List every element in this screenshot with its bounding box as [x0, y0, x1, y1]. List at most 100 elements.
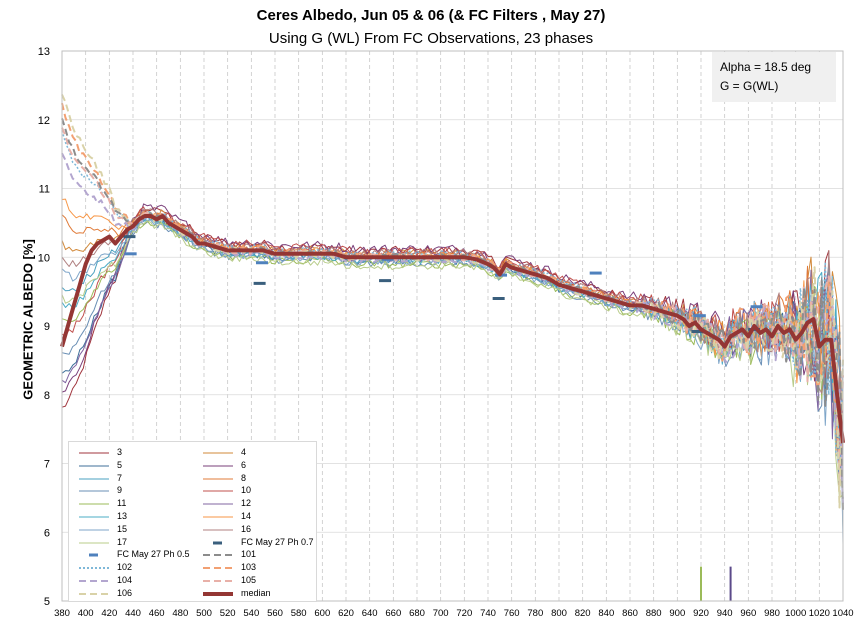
legend-swatch	[203, 503, 233, 505]
legend-swatch	[79, 490, 109, 492]
y-tick-label: 5	[44, 596, 50, 608]
legend-swatch	[79, 465, 109, 467]
fc-filter-mark	[123, 235, 136, 239]
x-tick-label: 560	[267, 608, 283, 619]
legend-label: 101	[241, 549, 257, 560]
x-tick-label: 680	[409, 608, 425, 619]
legend-swatch	[203, 529, 233, 531]
x-tick-label: 840	[598, 608, 614, 619]
x-tick-label: 700	[433, 608, 449, 619]
legend-swatch	[203, 516, 233, 518]
x-tick-label: 420	[101, 608, 117, 619]
x-tick-label: 540	[243, 608, 259, 619]
series-line-104	[61, 152, 844, 504]
x-tick-label: 1020	[809, 608, 830, 619]
x-tick-label: 860	[622, 608, 638, 619]
legend-swatch	[79, 452, 109, 454]
legend-swatch	[203, 465, 233, 467]
annotation-box: Alpha = 18.5 deg G = G(WL)	[712, 52, 836, 102]
y-tick-label: 8	[44, 390, 50, 402]
x-tick-label: 1040	[832, 608, 853, 619]
series-line-5	[61, 216, 844, 438]
legend-label: 5	[117, 459, 123, 470]
legend-swatch	[79, 478, 109, 480]
x-tick-label: 480	[172, 608, 188, 619]
legend-swatch	[89, 553, 98, 557]
legend-swatch	[213, 541, 222, 545]
legend-swatch	[79, 592, 109, 595]
x-tick-label: 440	[125, 608, 141, 619]
median-series-line	[60, 214, 845, 444]
legend-swatch	[203, 490, 233, 492]
x-tick-label: 400	[78, 608, 94, 619]
y-tick-label: 11	[39, 184, 50, 196]
legend-label: 4	[241, 447, 247, 457]
legend-label: FC May 27 Ph 0.7	[241, 536, 314, 547]
x-tick-label: 600	[314, 608, 330, 619]
y-tick-label: 13	[38, 46, 50, 58]
series-line-12	[61, 213, 844, 440]
legend-swatch	[203, 478, 233, 480]
legend-label: 14	[241, 511, 252, 521]
legend-label: 102	[117, 562, 133, 573]
x-tick-label: 580	[291, 608, 307, 619]
median-line	[60, 214, 845, 444]
legend-swatch	[79, 542, 109, 544]
x-tick-label: 880	[646, 608, 662, 619]
legend-swatch	[203, 567, 233, 570]
fc-filter-mark	[381, 257, 394, 261]
x-tick-label: 920	[693, 608, 709, 619]
y-tick-label: 9	[44, 321, 50, 333]
fc-filter-mark	[492, 297, 505, 300]
x-tick-label: 720	[456, 608, 472, 619]
legend-swatch	[79, 580, 109, 582]
legend-label: 10	[241, 485, 252, 496]
y-tick-label: 7	[44, 459, 50, 471]
legend-label: 13	[117, 511, 128, 521]
x-tick-label: 740	[480, 608, 496, 619]
series-line-105	[61, 127, 844, 487]
fc-filter-mark	[693, 314, 706, 318]
legend-swatch	[203, 554, 233, 557]
fc-filter-mark	[124, 252, 137, 256]
legend-swatch	[79, 529, 109, 531]
y-tick-label: 12	[38, 115, 50, 127]
x-tick-label: 460	[149, 608, 165, 619]
fc-filter-mark	[379, 279, 392, 283]
series-line-102	[61, 130, 844, 461]
fc-filter-mark	[691, 330, 704, 333]
legend-label: 6	[241, 459, 247, 470]
x-tick-label: 500	[196, 608, 212, 619]
legend: 3 4 5 6 7 8 9 10 11 12 13 14 15 16 17 FC May 27 Ph 0.7 F…	[68, 441, 317, 602]
legend-label: 106	[117, 587, 133, 598]
fc-filter-mark	[750, 305, 763, 309]
x-tick-label: 900	[669, 608, 685, 619]
x-tick-label: 940	[717, 608, 733, 619]
x-tick-label: 760	[504, 608, 520, 619]
x-tick-label: 520	[220, 608, 236, 619]
legend-swatch	[79, 516, 109, 518]
x-tick-label: 820	[575, 608, 591, 619]
fc-filter-mark	[589, 271, 602, 275]
legend-label: median	[241, 587, 271, 598]
legend-swatch-mark	[213, 541, 222, 545]
legend-swatch	[79, 503, 109, 505]
legend-label: 105	[241, 575, 257, 585]
x-tick-label: 780	[527, 608, 543, 619]
legend-label: 104	[117, 575, 133, 585]
legend-swatch	[203, 580, 233, 582]
series-line-103	[61, 102, 844, 470]
legend-swatch	[203, 452, 233, 454]
x-tick-label: 620	[338, 608, 354, 619]
axes: 380 400 420 440 460 480 500 520 540 560 580 600 620 6…	[38, 46, 854, 619]
x-tick-label: 660	[385, 608, 401, 619]
legend-label: FC May 27 Ph 0.5	[117, 549, 190, 560]
chart-title: Ceres Albedo, Jun 05 & 06 (& FC Filters …	[256, 7, 606, 24]
x-tick-label: 380	[54, 608, 70, 619]
legend-label: 7	[117, 472, 123, 483]
legend-swatch	[203, 591, 233, 596]
annotation-alpha: Alpha = 18.5 deg	[720, 60, 812, 74]
x-tick-label: 800	[551, 608, 567, 619]
x-tick-label: 1000	[785, 608, 806, 619]
legend-label: 12	[241, 498, 252, 509]
